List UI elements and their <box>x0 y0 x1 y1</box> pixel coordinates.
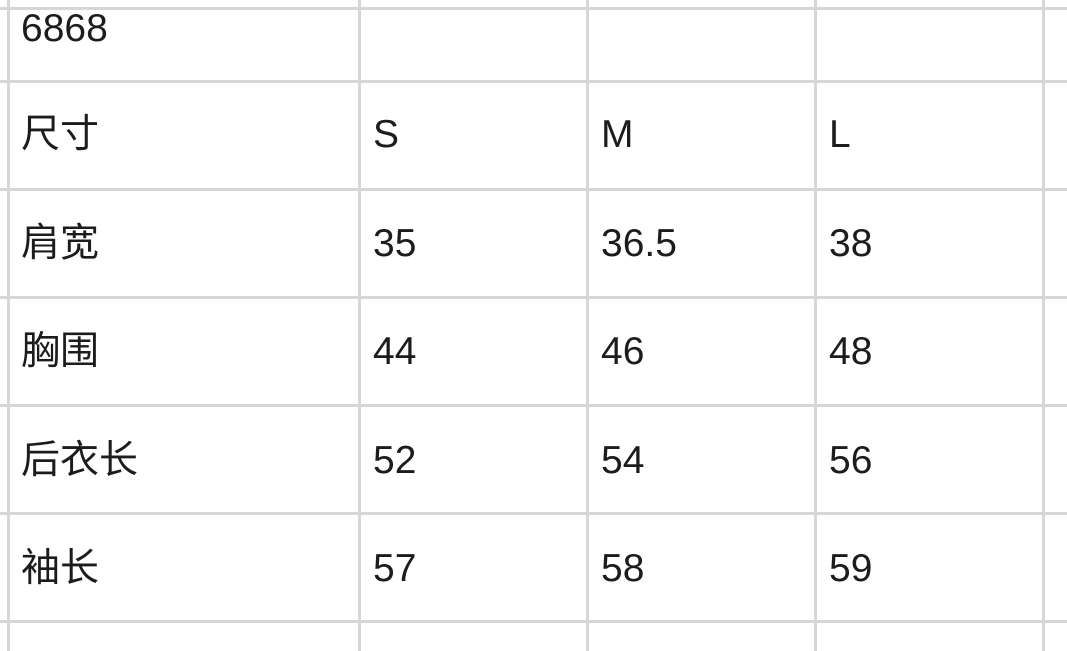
header-cell[interactable]: M <box>601 113 634 156</box>
table-cell[interactable]: 肩宽 <box>21 222 100 265</box>
table-cell[interactable]: 袖长 <box>21 547 100 590</box>
grid-line <box>0 296 1067 299</box>
grid-line <box>0 620 1067 623</box>
table-cell[interactable]: 35 <box>373 222 417 265</box>
grid-line <box>814 0 817 651</box>
grid-line <box>586 0 589 651</box>
header-cell[interactable]: L <box>829 113 851 156</box>
table-cell[interactable]: 58 <box>601 547 645 590</box>
header-cell[interactable]: S <box>373 113 400 156</box>
table-cell[interactable]: 36.5 <box>601 222 677 265</box>
table-cell[interactable]: 54 <box>601 439 645 482</box>
header-cell[interactable]: 尺寸 <box>21 113 100 156</box>
table-cell[interactable]: 48 <box>829 330 873 373</box>
grid-line <box>358 0 361 651</box>
table-cell[interactable]: 59 <box>829 547 873 590</box>
table-cell[interactable]: 胸围 <box>21 330 100 373</box>
table-cell[interactable]: 38 <box>829 222 873 265</box>
table-cell[interactable]: 44 <box>373 330 417 373</box>
table-cell[interactable]: 52 <box>373 439 417 482</box>
grid-line <box>0 7 1067 10</box>
title-cell[interactable]: 6868 <box>21 7 108 50</box>
grid-line <box>0 80 1067 83</box>
grid-line <box>7 0 10 651</box>
grid-line <box>0 512 1067 515</box>
table-cell[interactable]: 后衣长 <box>21 439 139 482</box>
grid-line <box>0 188 1067 191</box>
table-cell[interactable]: 57 <box>373 547 417 590</box>
grid-line <box>0 404 1067 407</box>
table-cell[interactable]: 56 <box>829 439 873 482</box>
table-cell[interactable]: 46 <box>601 330 645 373</box>
grid-line <box>1042 0 1045 651</box>
